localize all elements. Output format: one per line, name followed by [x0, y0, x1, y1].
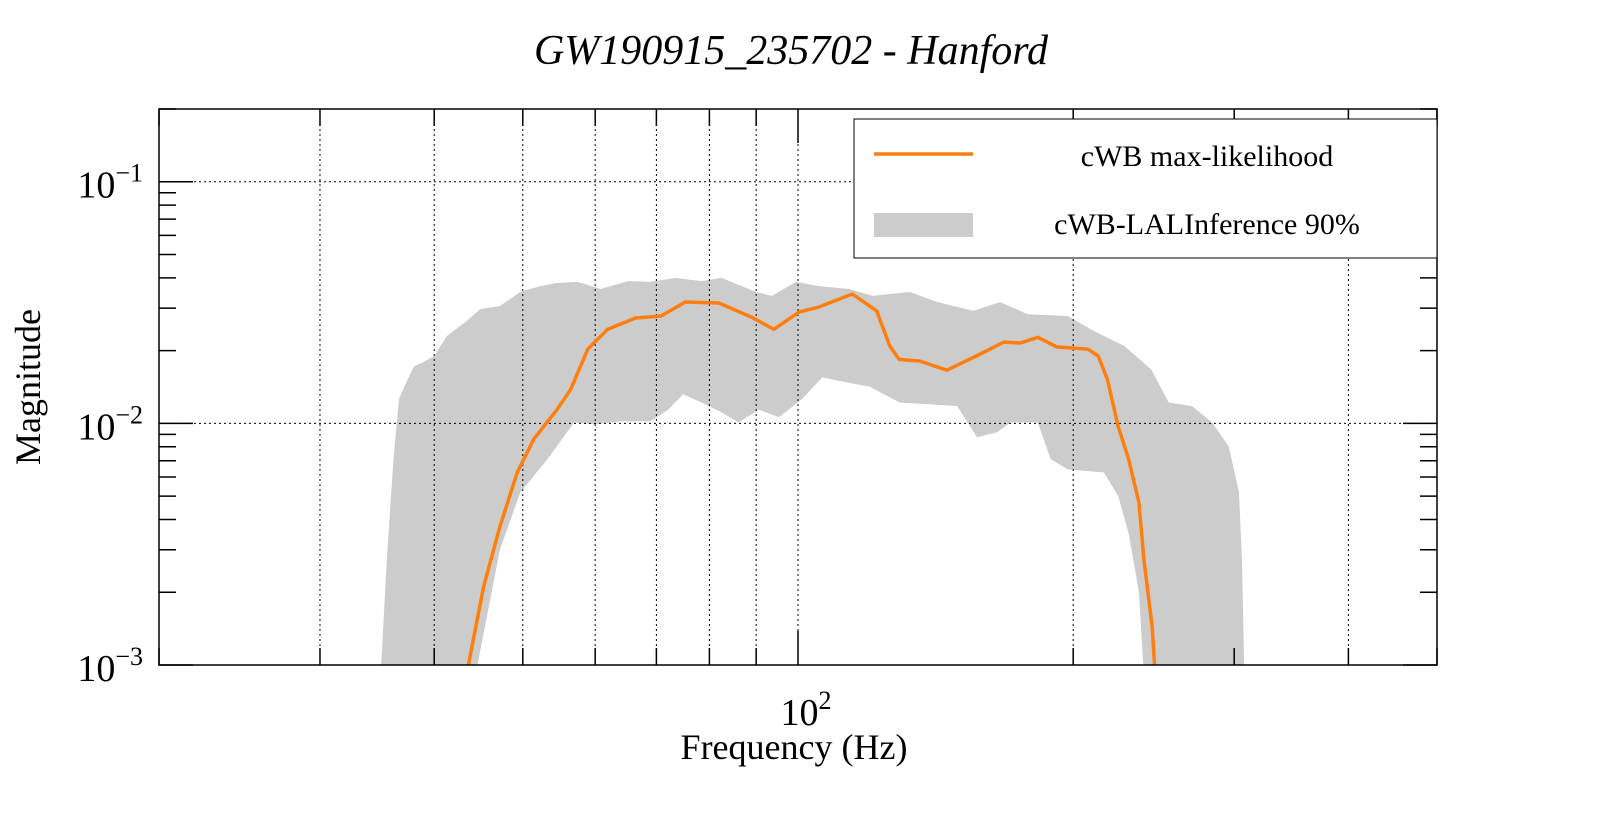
legend-box [853, 118, 1438, 259]
legend-band-swatch [874, 213, 973, 237]
max-likelihood-line [466, 292, 1157, 666]
legend-label-max-likelihood: cWB max-likelihood [1081, 140, 1333, 173]
y-tick-label: 10−2 [77, 400, 143, 448]
tick-label-exponent: −3 [115, 642, 143, 671]
x-axis-label: Frequency (Hz) [681, 727, 908, 767]
chart-title: GW190915_235702 - Hanford [534, 28, 1049, 74]
tick-label-base: 10 [77, 406, 115, 448]
tick-label-base: 10 [77, 648, 115, 690]
confidence-band-90 [381, 277, 1245, 665]
y-tick-label: 10−1 [77, 159, 143, 207]
legend: cWB max-likelihood cWB-LALInference 90% [853, 118, 1438, 259]
tick-label-exponent: −2 [115, 400, 143, 429]
tick-label-exponent: 2 [819, 686, 832, 715]
tick-label-base: 10 [77, 165, 115, 207]
y-tick-label: 10−3 [77, 642, 143, 690]
tick-label-exponent: −1 [115, 159, 143, 188]
x-tick-label: 102 [781, 686, 832, 734]
tick-label-base: 10 [781, 692, 819, 734]
legend-label-90-percent: cWB-LALInference 90% [1054, 208, 1360, 241]
confidence-band-layer [381, 277, 1245, 665]
y-axis-label: Magnitude [8, 309, 48, 465]
line-layer [466, 292, 1157, 666]
